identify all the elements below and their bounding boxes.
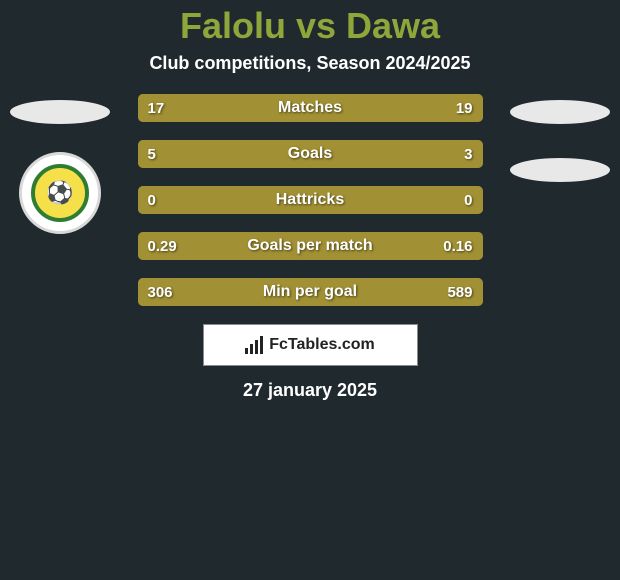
bar-label: Matches <box>138 94 483 122</box>
bar-label: Goals <box>138 140 483 168</box>
stat-bar: Matches17 19 <box>138 94 483 122</box>
stat-bar: Hattricks0 0 <box>138 186 483 214</box>
bar-value-right: 0.16 <box>433 232 482 260</box>
brand-text: FcTables.com <box>269 336 375 354</box>
stat-bars: Matches17 19 Goals5 3 Hattricks0 0 Goals per m… <box>138 94 483 306</box>
player-photo-placeholder <box>510 100 610 124</box>
main-area: ⚽ Matches17 19 Goals5 3 Hattricks0 0 Goals per… <box>0 94 620 401</box>
stat-bar: Min per goal306 589 <box>138 278 483 306</box>
brand-badge: FcTables.com <box>203 324 418 366</box>
bar-value-left: 306 <box>138 278 183 306</box>
bar-value-left: 5 <box>138 140 166 168</box>
bar-value-left: 0 <box>138 186 166 214</box>
page-subtitle: Club competitions, Season 2024/2025 <box>0 53 620 74</box>
player-photo-placeholder <box>10 100 110 124</box>
stat-bar: Goals per match0.29 0.16 <box>138 232 483 260</box>
bar-value-left: 0.29 <box>138 232 187 260</box>
bar-value-right: 3 <box>454 140 482 168</box>
club-logo-placeholder <box>510 158 610 182</box>
bar-value-right: 0 <box>454 186 482 214</box>
left-player-col: ⚽ <box>0 94 120 234</box>
bar-value-left: 17 <box>138 94 175 122</box>
right-player-col <box>500 94 620 210</box>
bar-value-right: 589 <box>437 278 482 306</box>
bar-label: Goals per match <box>138 232 483 260</box>
bar-chart-icon <box>245 336 263 354</box>
bar-label: Hattricks <box>138 186 483 214</box>
bar-label: Min per goal <box>138 278 483 306</box>
stat-bar: Goals5 3 <box>138 140 483 168</box>
bar-value-right: 19 <box>446 94 483 122</box>
comparison-card: Falolu vs Dawa Club competitions, Season… <box>0 0 620 580</box>
left-club-logo: ⚽ <box>19 152 101 234</box>
snapshot-date: 27 january 2025 <box>10 380 610 401</box>
page-title: Falolu vs Dawa <box>0 5 620 47</box>
soccer-ball-icon: ⚽ <box>31 164 89 222</box>
